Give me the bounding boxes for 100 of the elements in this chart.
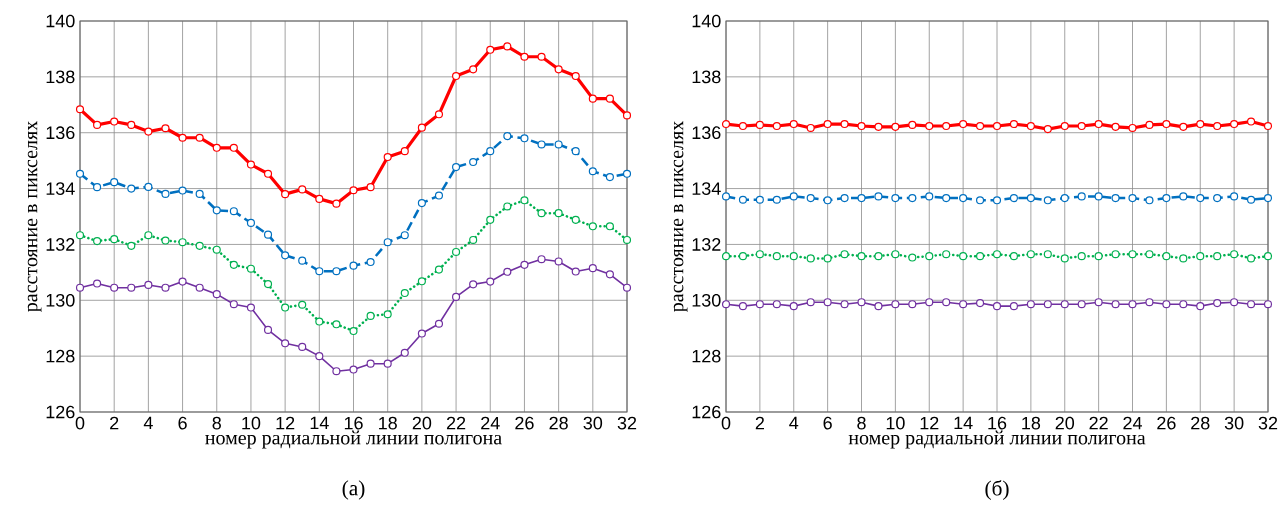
point bbox=[942, 121, 951, 131]
point bbox=[721, 119, 731, 129]
point bbox=[537, 52, 546, 61]
point bbox=[959, 252, 968, 261]
point bbox=[1009, 119, 1019, 129]
point bbox=[840, 119, 849, 129]
point bbox=[823, 254, 832, 263]
point bbox=[1111, 300, 1120, 309]
point bbox=[161, 189, 170, 198]
point bbox=[908, 300, 917, 309]
point bbox=[93, 237, 102, 246]
point bbox=[229, 143, 238, 152]
point bbox=[75, 231, 85, 240]
point bbox=[959, 119, 968, 129]
point bbox=[127, 283, 136, 292]
point bbox=[772, 300, 781, 309]
point bbox=[857, 298, 866, 307]
point bbox=[110, 283, 119, 292]
point bbox=[588, 94, 597, 103]
point bbox=[1247, 254, 1256, 263]
point bbox=[229, 260, 238, 269]
point bbox=[874, 252, 883, 261]
point bbox=[1009, 252, 1019, 261]
x-tick-label: 26 bbox=[515, 416, 534, 430]
point bbox=[434, 265, 444, 274]
point bbox=[1230, 119, 1239, 129]
y-tick-label: 132 bbox=[46, 238, 75, 251]
point bbox=[144, 127, 153, 136]
point bbox=[349, 365, 358, 374]
x-tick-label: 26 bbox=[1157, 416, 1176, 430]
point bbox=[1247, 300, 1256, 309]
point bbox=[93, 120, 102, 129]
point bbox=[400, 231, 409, 240]
point bbox=[1094, 298, 1103, 307]
point bbox=[1230, 192, 1239, 201]
point bbox=[281, 190, 290, 199]
point bbox=[1196, 119, 1205, 129]
point bbox=[1162, 252, 1171, 261]
point bbox=[1128, 194, 1137, 203]
y-tick-label: 136 bbox=[46, 126, 75, 140]
point bbox=[571, 71, 580, 81]
point bbox=[755, 250, 764, 259]
point bbox=[520, 260, 529, 269]
point bbox=[857, 252, 866, 261]
point bbox=[605, 270, 614, 279]
point bbox=[1094, 192, 1103, 201]
x-tick-label: 2 bbox=[110, 416, 119, 430]
point bbox=[178, 277, 187, 286]
point bbox=[366, 311, 375, 320]
point bbox=[772, 252, 781, 261]
x-tick-label: 8 bbox=[857, 416, 866, 430]
x-tick-label: 12 bbox=[276, 416, 295, 430]
point bbox=[1128, 250, 1137, 259]
x-axis-title: номер радиальной линии полигона bbox=[848, 430, 1146, 449]
x-tick-label: 18 bbox=[1022, 416, 1041, 430]
point bbox=[75, 283, 85, 292]
point bbox=[503, 132, 512, 141]
y-tick-label: 136 bbox=[692, 126, 721, 140]
point bbox=[1145, 120, 1154, 129]
point bbox=[1009, 302, 1019, 311]
point bbox=[554, 65, 563, 74]
point bbox=[452, 163, 461, 172]
point bbox=[127, 241, 136, 250]
point bbox=[315, 317, 324, 326]
point bbox=[144, 231, 153, 240]
point bbox=[452, 292, 461, 301]
point bbox=[195, 241, 204, 250]
x-tick-label: 30 bbox=[1224, 416, 1244, 430]
point bbox=[1043, 125, 1052, 134]
x-tick-label: 0 bbox=[721, 416, 731, 430]
point bbox=[212, 206, 221, 215]
point bbox=[1230, 250, 1239, 259]
point bbox=[195, 283, 204, 292]
x-tick-label: 28 bbox=[1191, 416, 1210, 430]
point bbox=[400, 288, 409, 298]
point bbox=[161, 124, 170, 133]
point bbox=[144, 182, 153, 191]
point bbox=[281, 251, 290, 260]
point bbox=[144, 280, 153, 289]
y-tick-label: 134 bbox=[692, 182, 721, 195]
point bbox=[1179, 254, 1188, 263]
point bbox=[246, 218, 256, 227]
point bbox=[823, 196, 832, 205]
point bbox=[1060, 121, 1069, 131]
point bbox=[554, 257, 563, 266]
point bbox=[486, 45, 495, 54]
y-tick-label: 130 bbox=[46, 293, 75, 307]
point bbox=[823, 119, 832, 129]
point bbox=[908, 253, 917, 262]
point bbox=[349, 261, 358, 270]
point bbox=[571, 267, 580, 276]
point bbox=[486, 277, 495, 286]
point bbox=[520, 52, 529, 61]
point bbox=[908, 120, 917, 129]
point bbox=[263, 325, 273, 334]
x-tick-label: 6 bbox=[178, 416, 187, 430]
point bbox=[925, 298, 934, 307]
point bbox=[246, 160, 256, 169]
point bbox=[486, 215, 495, 224]
point bbox=[959, 194, 968, 203]
